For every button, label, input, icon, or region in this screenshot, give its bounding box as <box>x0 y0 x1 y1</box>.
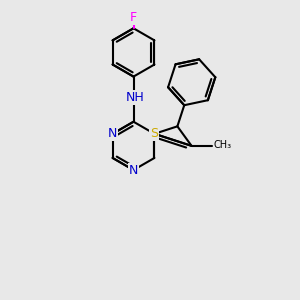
Text: F: F <box>130 11 137 24</box>
Text: NH: NH <box>126 92 144 104</box>
Text: S: S <box>150 127 158 140</box>
Text: N: N <box>129 164 138 176</box>
Text: N: N <box>108 127 117 140</box>
Text: CH₃: CH₃ <box>214 140 232 150</box>
